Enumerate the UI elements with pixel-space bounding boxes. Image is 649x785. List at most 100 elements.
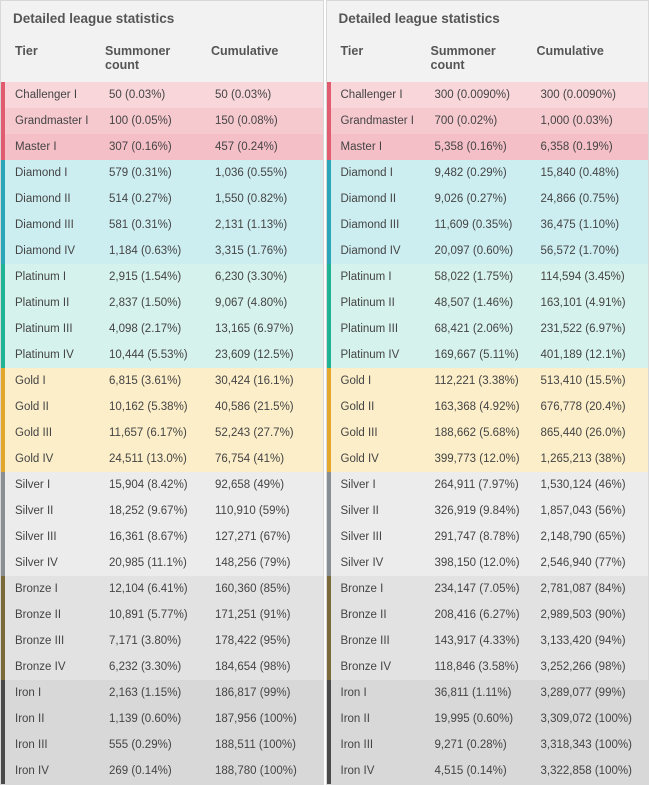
tier-cell: Platinum I	[331, 271, 427, 283]
table-row: Challenger I50 (0.03%)50 (0.03%)	[1, 82, 323, 108]
table-row: Bronze II10,891 (5.77%)171,251 (91%)	[1, 602, 323, 628]
count-cell: 143,917 (4.33%)	[427, 635, 533, 647]
tier-cell: Diamond II	[331, 193, 427, 205]
count-cell: 20,985 (11.1%)	[101, 557, 207, 569]
cumulative-cell: 36,475 (1.10%)	[533, 219, 649, 231]
count-cell: 188,662 (5.68%)	[427, 427, 533, 439]
cumulative-cell: 3,318,343 (100%)	[533, 739, 649, 751]
table-row: Platinum I2,915 (1.54%)6,230 (3.30%)	[1, 264, 323, 290]
tier-cell: Gold I	[5, 375, 101, 387]
cumulative-cell: 40,586 (21.5%)	[207, 401, 323, 413]
table-row: Gold II163,368 (4.92%)676,778 (20.4%)	[327, 394, 649, 420]
table-row: Iron I2,163 (1.15%)186,817 (99%)	[1, 680, 323, 706]
count-cell: 24,511 (13.0%)	[101, 453, 207, 465]
count-cell: 36,811 (1.11%)	[427, 687, 533, 699]
cumulative-cell: 52,243 (27.7%)	[207, 427, 323, 439]
tier-cell: Bronze IV	[5, 661, 101, 673]
cumulative-cell: 110,910 (59%)	[207, 505, 323, 517]
cumulative-cell: 1,036 (0.55%)	[207, 167, 323, 179]
tier-cell: Silver III	[331, 531, 427, 543]
tier-cell: Master I	[331, 141, 427, 153]
tier-cell: Iron III	[331, 739, 427, 751]
cumulative-cell: 3,252,266 (98%)	[533, 661, 649, 673]
table-row: Diamond III581 (0.31%)2,131 (1.13%)	[1, 212, 323, 238]
count-cell: 6,232 (3.30%)	[101, 661, 207, 673]
cumulative-cell: 1,530,124 (46%)	[533, 479, 649, 491]
cumulative-cell: 150 (0.08%)	[207, 115, 323, 127]
table-row: Diamond IV20,097 (0.60%)56,572 (1.70%)	[327, 238, 649, 264]
cumulative-cell: 513,410 (15.5%)	[533, 375, 649, 387]
tier-cell: Challenger I	[5, 89, 101, 101]
stats-panel: Detailed league statisticsTierSummoner c…	[326, 0, 649, 785]
table-row: Bronze IV6,232 (3.30%)184,654 (98%)	[1, 654, 323, 680]
tier-cell: Bronze I	[331, 583, 427, 595]
tier-cell: Silver II	[331, 505, 427, 517]
tier-cell: Gold III	[5, 427, 101, 439]
count-cell: 100 (0.05%)	[101, 115, 207, 127]
cumulative-cell: 2,781,087 (84%)	[533, 583, 649, 595]
cumulative-cell: 1,857,043 (56%)	[533, 505, 649, 517]
cumulative-cell: 24,866 (0.75%)	[533, 193, 649, 205]
count-cell: 326,919 (9.84%)	[427, 505, 533, 517]
tier-cell: Grandmaster I	[331, 115, 427, 127]
cumulative-cell: 148,256 (79%)	[207, 557, 323, 569]
table-row: Platinum IV10,444 (5.53%)23,609 (12.5%)	[1, 342, 323, 368]
tier-cell: Silver II	[5, 505, 101, 517]
count-cell: 6,815 (3.61%)	[101, 375, 207, 387]
table-row: Diamond III11,609 (0.35%)36,475 (1.10%)	[327, 212, 649, 238]
tier-cell: Silver III	[5, 531, 101, 543]
count-cell: 555 (0.29%)	[101, 739, 207, 751]
count-cell: 307 (0.16%)	[101, 141, 207, 153]
tier-cell: Silver I	[331, 479, 427, 491]
count-cell: 9,482 (0.29%)	[427, 167, 533, 179]
tier-cell: Bronze III	[5, 635, 101, 647]
cumulative-cell: 2,148,790 (65%)	[533, 531, 649, 543]
table-row: Master I5,358 (0.16%)6,358 (0.19%)	[327, 134, 649, 160]
count-cell: 16,361 (8.67%)	[101, 531, 207, 543]
table-row: Silver IV398,150 (12.0%)2,546,940 (77%)	[327, 550, 649, 576]
cumulative-cell: 171,251 (91%)	[207, 609, 323, 621]
tier-cell: Platinum II	[331, 297, 427, 309]
cumulative-cell: 127,271 (67%)	[207, 531, 323, 543]
cumulative-cell: 76,754 (41%)	[207, 453, 323, 465]
count-cell: 10,444 (5.53%)	[101, 349, 207, 361]
count-cell: 112,221 (3.38%)	[427, 375, 533, 387]
cumulative-cell: 2,546,940 (77%)	[533, 557, 649, 569]
cumulative-cell: 1,550 (0.82%)	[207, 193, 323, 205]
stats-panel: Detailed league statisticsTierSummoner c…	[0, 0, 324, 785]
count-cell: 118,846 (3.58%)	[427, 661, 533, 673]
table-row: Silver III16,361 (8.67%)127,271 (67%)	[1, 524, 323, 550]
tier-cell: Platinum I	[5, 271, 101, 283]
count-cell: 10,891 (5.77%)	[101, 609, 207, 621]
table-row: Gold I6,815 (3.61%)30,424 (16.1%)	[1, 368, 323, 394]
cumulative-cell: 3,309,072 (100%)	[533, 713, 649, 725]
tier-cell: Bronze I	[5, 583, 101, 595]
cumulative-cell: 300 (0.0090%)	[533, 89, 649, 101]
table-row: Bronze III7,171 (3.80%)178,422 (95%)	[1, 628, 323, 654]
count-cell: 208,416 (6.27%)	[427, 609, 533, 621]
cumulative-cell: 114,594 (3.45%)	[533, 271, 649, 283]
tier-cell: Platinum IV	[5, 349, 101, 361]
cumulative-cell: 231,522 (6.97%)	[533, 323, 649, 335]
cumulative-cell: 3,322,858 (100%)	[533, 765, 649, 777]
cumulative-cell: 163,101 (4.91%)	[533, 297, 649, 309]
table-header: TierSummoner countCumulative	[327, 34, 649, 82]
table-row: Silver II18,252 (9.67%)110,910 (59%)	[1, 498, 323, 524]
table-row: Diamond II9,026 (0.27%)24,866 (0.75%)	[327, 186, 649, 212]
cumulative-cell: 160,360 (85%)	[207, 583, 323, 595]
table-row: Iron II1,139 (0.60%)187,956 (100%)	[1, 706, 323, 732]
cumulative-cell: 23,609 (12.5%)	[207, 349, 323, 361]
table-row: Gold IV24,511 (13.0%)76,754 (41%)	[1, 446, 323, 472]
count-cell: 1,184 (0.63%)	[101, 245, 207, 257]
table-row: Bronze IV118,846 (3.58%)3,252,266 (98%)	[327, 654, 649, 680]
tier-cell: Gold II	[5, 401, 101, 413]
table-row: Platinum II48,507 (1.46%)163,101 (4.91%)	[327, 290, 649, 316]
tier-cell: Diamond IV	[331, 245, 427, 257]
tier-cell: Platinum III	[331, 323, 427, 335]
cumulative-cell: 30,424 (16.1%)	[207, 375, 323, 387]
count-cell: 2,915 (1.54%)	[101, 271, 207, 283]
count-cell: 10,162 (5.38%)	[101, 401, 207, 413]
table-row: Gold II10,162 (5.38%)40,586 (21.5%)	[1, 394, 323, 420]
count-cell: 68,421 (2.06%)	[427, 323, 533, 335]
table-row: Diamond IV1,184 (0.63%)3,315 (1.76%)	[1, 238, 323, 264]
